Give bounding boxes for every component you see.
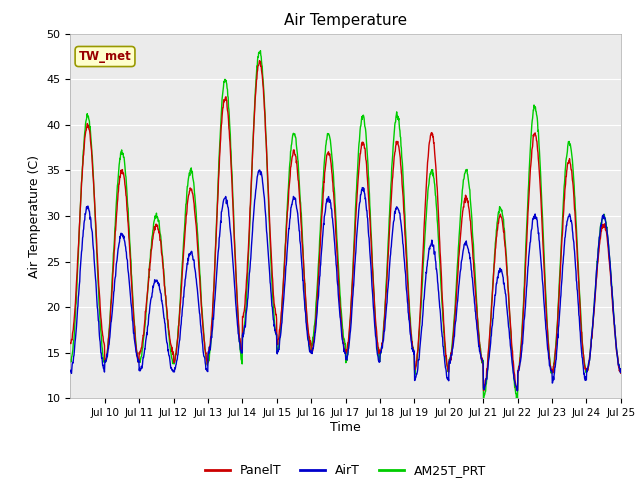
Legend: PanelT, AirT, AM25T_PRT: PanelT, AirT, AM25T_PRT: [200, 459, 492, 480]
PanelT: [332, 219, 339, 225]
PanelT: [152, 223, 160, 229]
AirT: [321, 211, 329, 216]
AirT: [152, 278, 160, 284]
AirT: [332, 252, 339, 257]
PanelT: [557, 265, 564, 271]
PanelT: [321, 168, 329, 174]
AM25T_PRT: [321, 152, 329, 158]
PanelT: [617, 371, 625, 376]
AM25T_PRT: [557, 254, 564, 260]
AM25T_PRT: [67, 359, 74, 364]
Line: AirT: AirT: [70, 170, 621, 391]
PanelT: [67, 340, 74, 346]
AM25T_PRT: [152, 210, 160, 216]
PanelT: [256, 58, 264, 63]
AM25T_PRT: [479, 397, 487, 403]
Text: TW_met: TW_met: [79, 50, 131, 63]
AirT: [513, 388, 521, 394]
Y-axis label: Air Temperature (C): Air Temperature (C): [28, 155, 41, 277]
AM25T_PRT: [611, 322, 618, 327]
PanelT: [476, 339, 483, 345]
AM25T_PRT: [332, 205, 339, 211]
Line: PanelT: PanelT: [70, 60, 621, 391]
AirT: [557, 295, 564, 301]
AM25T_PRT: [617, 368, 625, 373]
AirT: [256, 167, 264, 173]
AirT: [67, 368, 74, 373]
X-axis label: Time: Time: [330, 421, 361, 434]
Line: AM25T_PRT: AM25T_PRT: [70, 51, 621, 400]
AirT: [611, 321, 618, 327]
Title: Air Temperature: Air Temperature: [284, 13, 407, 28]
AirT: [476, 348, 483, 354]
PanelT: [611, 322, 618, 328]
AM25T_PRT: [257, 48, 264, 54]
PanelT: [480, 388, 488, 394]
AM25T_PRT: [476, 341, 483, 347]
AirT: [617, 366, 625, 372]
